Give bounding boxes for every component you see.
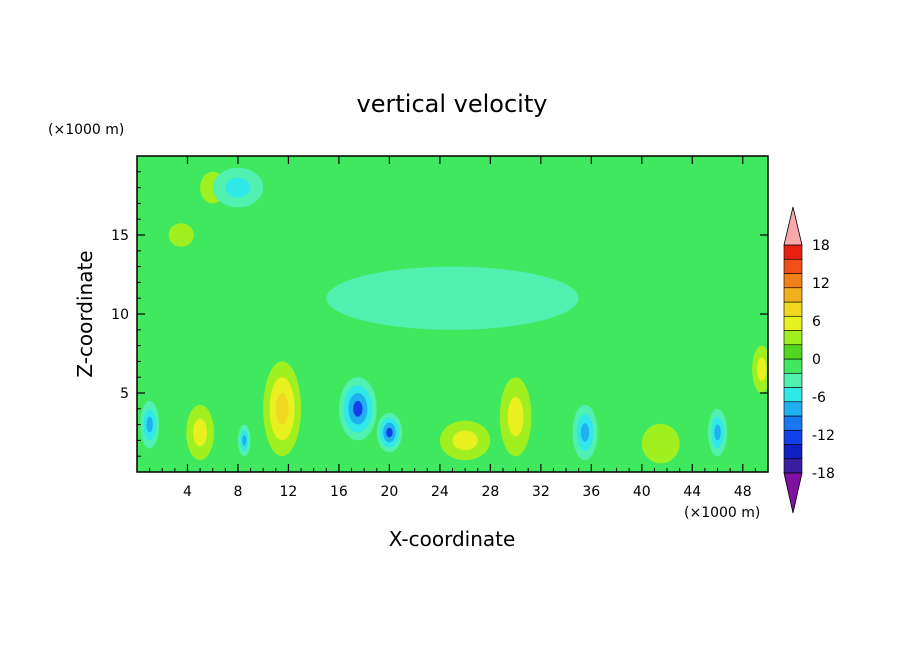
colorbar-bin — [783, 429, 803, 445]
colorbar-tick-label: -12 — [812, 428, 835, 444]
colorbar-bin — [783, 387, 803, 403]
colorbar-bin — [783, 273, 803, 289]
colorbar-bin — [783, 287, 803, 303]
contour-level — [146, 416, 153, 433]
field-feature — [439, 420, 491, 461]
contour-level — [452, 430, 478, 451]
colorbar-bin — [783, 372, 803, 388]
x-tick-label: 32 — [532, 484, 550, 500]
contour-level — [168, 223, 194, 247]
contour-level — [756, 357, 767, 382]
y-tick-label: 15 — [111, 228, 129, 244]
field-feature — [168, 223, 194, 247]
contour-level — [193, 418, 208, 447]
colorbar-tick-label: -6 — [812, 390, 826, 406]
x-tick-label: 44 — [683, 484, 701, 500]
contour-level — [225, 177, 251, 198]
colorbar-bin — [783, 315, 803, 331]
colorbar-bin — [783, 301, 803, 317]
colorbar: 18 12 6 0 -6 -12 -18 — [783, 206, 835, 514]
field-feature — [140, 400, 160, 449]
colorbar-bin — [783, 458, 803, 474]
field-feature — [376, 412, 402, 453]
field-feature — [212, 167, 264, 208]
velocity-field — [140, 167, 768, 464]
x-tick-label: 12 — [280, 484, 298, 500]
colorbar-bin — [783, 244, 803, 260]
contour-level — [714, 424, 721, 441]
y-tick-label: 10 — [111, 307, 129, 323]
colorbar-tick-label: -18 — [812, 466, 835, 482]
contour-level — [386, 427, 393, 438]
y-axis-label: Z-coordinate — [73, 250, 97, 377]
field-feature — [326, 266, 579, 330]
field-feature — [338, 377, 377, 441]
field-feature — [263, 361, 302, 457]
colorbar-extend-max — [783, 206, 803, 246]
y-axis: 5 10 15 — [111, 171, 768, 457]
x-axis-label: X-coordinate — [389, 527, 516, 551]
y-axis-unit: (×1000 m) — [48, 122, 124, 138]
field-feature — [708, 408, 728, 457]
contour-level — [353, 400, 363, 417]
colorbar-tick-label: 0 — [812, 352, 821, 368]
field-feature — [641, 423, 680, 464]
x-tick-label: 4 — [183, 484, 192, 500]
colorbar-bin — [783, 358, 803, 374]
x-axis-unit: (×1000 m) — [684, 505, 760, 521]
colorbar-tick-label: 6 — [812, 314, 821, 330]
field-feature — [186, 404, 215, 461]
colorbar-extend-min — [783, 472, 803, 514]
colorbar-bin — [783, 344, 803, 360]
colorbar-tick-label: 12 — [812, 276, 830, 292]
field-feature — [752, 345, 768, 393]
x-tick-label: 40 — [633, 484, 651, 500]
colorbar-bin — [783, 401, 803, 417]
x-tick-label: 8 — [233, 484, 242, 500]
colorbar-bin — [783, 444, 803, 460]
y-tick-label: 5 — [120, 386, 129, 402]
contour-level — [275, 393, 289, 425]
plot-area — [136, 155, 769, 473]
chart-title: vertical velocity — [357, 90, 548, 118]
field-feature — [499, 377, 532, 457]
x-tick-label: 28 — [481, 484, 499, 500]
contour-level — [580, 423, 590, 442]
x-tick-label: 20 — [380, 484, 398, 500]
colorbar-bin — [783, 258, 803, 274]
x-tick-label: 24 — [431, 484, 449, 500]
contour-level — [326, 266, 579, 330]
colorbar-bin — [783, 330, 803, 346]
field-feature — [572, 404, 598, 461]
x-tick-label: 48 — [734, 484, 752, 500]
contour-level — [242, 435, 247, 446]
colorbar-bin — [783, 415, 803, 431]
field-feature — [237, 424, 251, 457]
contour-level — [641, 423, 680, 464]
x-axis: 4 8 12 16 20 24 28 32 36 40 44 48 — [149, 156, 756, 500]
x-tick-label: 16 — [330, 484, 348, 500]
x-tick-label: 36 — [582, 484, 600, 500]
contour-level — [507, 396, 524, 437]
colorbar-tick-label: 18 — [812, 238, 830, 254]
